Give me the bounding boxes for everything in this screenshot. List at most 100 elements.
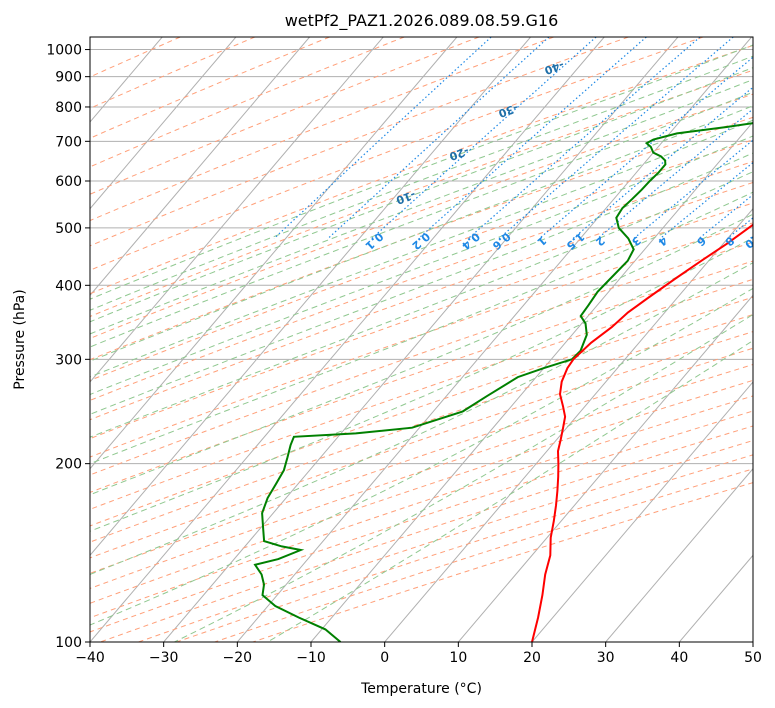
dry-adiabat-line bbox=[90, 37, 480, 195]
moist-adiabat-line bbox=[90, 44, 753, 300]
y-tick-label: 600 bbox=[55, 174, 82, 190]
mixing-ratio-label: 1.5 bbox=[564, 230, 587, 253]
mixing-ratio-label: 1 bbox=[535, 234, 549, 249]
x-tick-label: 40 bbox=[670, 650, 688, 666]
x-tick-label: −20 bbox=[223, 650, 253, 666]
dry-adiabat-line bbox=[90, 44, 753, 295]
mixing-ratio-label: 13 bbox=[769, 231, 775, 251]
x-tick-label: 20 bbox=[523, 650, 541, 666]
y-axis-title: Pressure (hPa) bbox=[12, 289, 28, 389]
mixing-ratio-label: 0.2 bbox=[409, 230, 432, 253]
dry-adiabat-line bbox=[90, 37, 629, 247]
y-tick-label: 700 bbox=[55, 134, 82, 150]
isotherm-line bbox=[90, 37, 531, 557]
x-tick-label: 50 bbox=[744, 650, 762, 666]
moist-adiabat-line bbox=[90, 287, 753, 626]
x-axis: −40 −30 −20 −10 0 10 20 30 40 50 bbox=[75, 642, 762, 666]
y-tick-label: 400 bbox=[55, 278, 82, 294]
x-tick-label: 0 bbox=[380, 650, 389, 666]
y-tick-label: 500 bbox=[55, 221, 82, 237]
isotherm-grid bbox=[90, 37, 753, 642]
dry-adiabat-label: -10 bbox=[394, 188, 417, 207]
dry-adiabat-line bbox=[90, 37, 554, 222]
y-tick-label: 300 bbox=[55, 352, 82, 368]
dry-adiabat-line bbox=[90, 181, 753, 421]
isotherm-line bbox=[605, 467, 753, 642]
moist-adiabat-line bbox=[90, 171, 753, 438]
y-tick-label: 100 bbox=[55, 635, 82, 651]
y-tick-label: 800 bbox=[55, 100, 82, 116]
dry-adiabat-line bbox=[90, 93, 753, 339]
dry-adiabat-line bbox=[176, 454, 753, 642]
mixing-ratio-label: 4 bbox=[655, 234, 669, 249]
isotherm-line bbox=[384, 207, 753, 642]
isotherm-line bbox=[163, 37, 679, 642]
isotherm-line bbox=[752, 641, 753, 642]
mixing-ratio-line bbox=[371, 37, 597, 239]
dry-adiabat-line bbox=[90, 69, 753, 318]
background-lines bbox=[90, 37, 753, 642]
dry-adiabat-line bbox=[90, 296, 753, 527]
y-axis: 100 200 300 400 500 600 700 800 900 1000 bbox=[46, 43, 90, 651]
profile-series bbox=[253, 122, 753, 642]
mixing-ratio-line bbox=[273, 37, 492, 239]
isotherm-line bbox=[90, 37, 310, 297]
dry-adiabat-line bbox=[90, 331, 753, 559]
isotherm-line bbox=[310, 121, 753, 642]
moist-adiabat-line bbox=[174, 313, 753, 642]
dry-adiabat-label: -40 bbox=[542, 58, 565, 77]
moist-adiabat-line bbox=[90, 152, 753, 415]
mixing-ratio-line bbox=[597, 108, 753, 239]
isotherm-line bbox=[90, 37, 605, 642]
dry-adiabat-label: -30 bbox=[496, 101, 519, 120]
chart-title: wetPf2_PAZ1.2026.089.08.59.G16 bbox=[285, 11, 559, 31]
isotherm-line bbox=[90, 37, 384, 383]
isotherm-line bbox=[531, 381, 753, 642]
moist-adiabat-line bbox=[90, 262, 753, 575]
mixing-ratio-line bbox=[327, 37, 550, 239]
dry-adiabat-line bbox=[90, 202, 753, 440]
dry-adiabat-line bbox=[90, 37, 256, 109]
mixing-ratio-line bbox=[468, 37, 701, 239]
x-axis-title: Temperature (°C) bbox=[360, 681, 482, 697]
mixing-ratio-lines bbox=[273, 37, 753, 239]
mixing-ratio-line bbox=[749, 235, 753, 239]
isopleth-labels: 0.10.20.40.611.52346810131620253036-100-… bbox=[363, 15, 775, 253]
x-tick-label: −40 bbox=[75, 650, 105, 666]
mixing-ratio-line bbox=[418, 37, 647, 239]
dry-adiabat-label: -50 bbox=[586, 15, 609, 34]
plot-frame bbox=[89, 36, 754, 643]
mixing-ratio-line bbox=[498, 37, 734, 239]
dry-adiabat-line bbox=[90, 395, 753, 619]
moist-adiabat-line bbox=[267, 340, 753, 642]
moist-adiabat-line bbox=[90, 237, 753, 532]
moist-adiabat-line bbox=[90, 135, 753, 396]
mixing-ratio-line bbox=[727, 217, 753, 239]
y-tick-label: 200 bbox=[55, 457, 82, 473]
moist-adiabat-line bbox=[90, 213, 753, 496]
moist-adiabat-line bbox=[90, 79, 753, 335]
isotherm-line bbox=[457, 294, 753, 642]
dry-adiabat-line bbox=[90, 379, 753, 604]
isotherm-line bbox=[90, 37, 458, 470]
x-tick-label: −30 bbox=[149, 650, 179, 666]
dry-adiabat-line bbox=[90, 37, 330, 139]
dry-adiabat-label: -20 bbox=[447, 144, 470, 163]
dewpoint-series-line bbox=[253, 122, 753, 642]
mixing-ratio-label: 10 bbox=[742, 231, 762, 251]
isotherm-line bbox=[236, 37, 752, 642]
mixing-ratio-label: 6 bbox=[694, 234, 708, 249]
x-tick-label: −10 bbox=[296, 650, 326, 666]
y-tick-label: 1000 bbox=[46, 43, 82, 59]
mixing-ratio-line bbox=[633, 139, 753, 239]
y-tick-label: 900 bbox=[55, 70, 82, 86]
x-tick-label: 10 bbox=[449, 650, 467, 666]
isotherm-line bbox=[90, 37, 237, 210]
dry-adiabat-line bbox=[138, 439, 753, 642]
dry-adiabat-line bbox=[90, 347, 753, 574]
x-tick-label: 30 bbox=[597, 650, 615, 666]
temperature-series-line bbox=[531, 223, 753, 642]
moist-adiabat-line bbox=[90, 55, 753, 311]
dry-adiabat-line bbox=[90, 37, 704, 271]
